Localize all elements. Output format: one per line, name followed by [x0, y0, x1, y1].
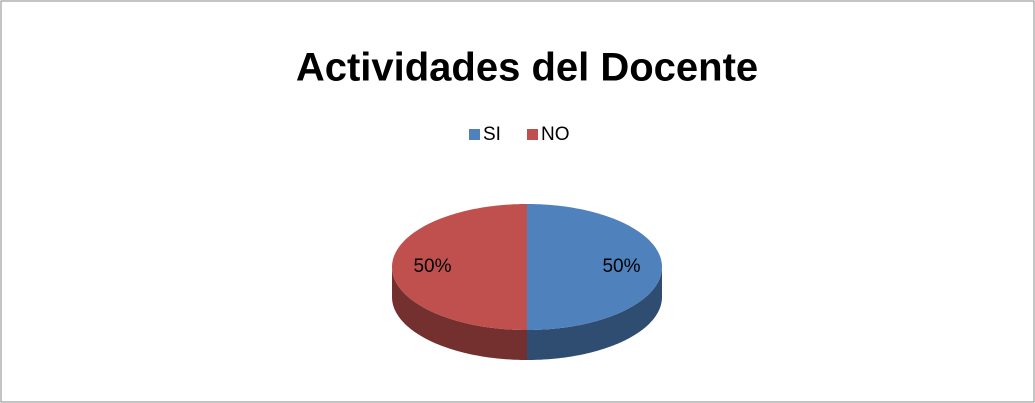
data-label: 50% [602, 256, 640, 277]
legend-swatch [527, 129, 538, 140]
legend-label: SI [483, 124, 501, 145]
pie-slice [392, 204, 527, 330]
pie-slice-side [527, 267, 662, 360]
pie-slice-side [392, 267, 527, 360]
data-label: 50% [413, 256, 451, 277]
legend-label: NO [541, 124, 570, 145]
chart-title: Actividades del Docente [296, 46, 758, 90]
legend-swatch [469, 129, 480, 140]
pie-slice [527, 204, 662, 330]
